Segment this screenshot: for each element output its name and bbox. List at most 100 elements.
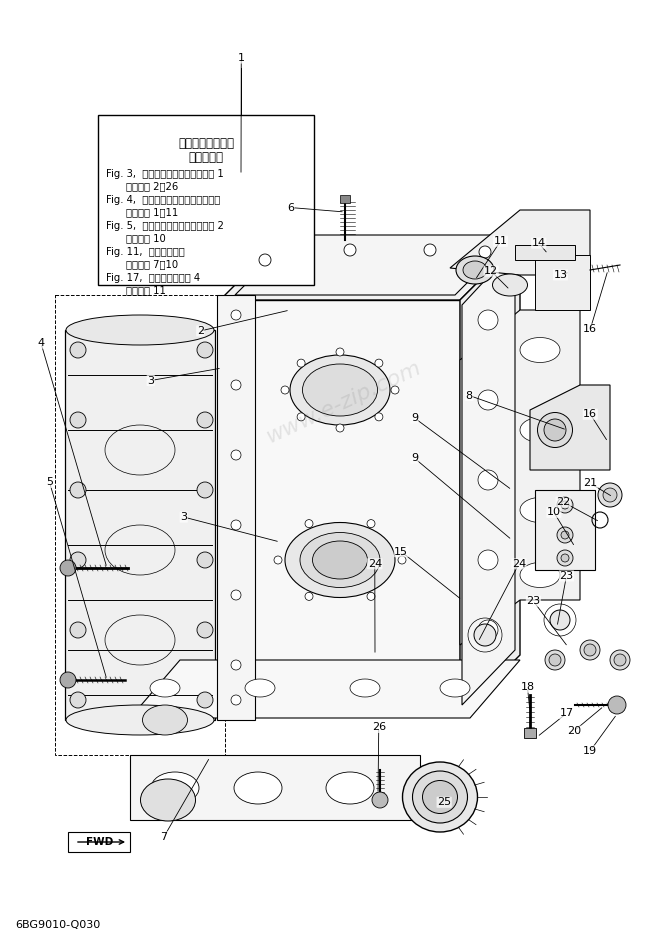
Text: 10: 10 [547, 508, 561, 517]
Text: 14: 14 [531, 238, 546, 248]
Circle shape [610, 650, 630, 670]
Text: Fig. 11,  オイルポンプ: Fig. 11, オイルポンプ [106, 247, 185, 257]
Text: Fig. 5,  シリンダ＆クランクケース 2: Fig. 5, シリンダ＆クランクケース 2 [106, 221, 224, 231]
Polygon shape [460, 240, 520, 715]
Text: 4: 4 [38, 338, 44, 348]
Bar [98, 115, 314, 285]
Text: 見出番号 2～26: 見出番号 2～26 [126, 181, 178, 191]
Ellipse shape [492, 274, 527, 296]
Ellipse shape [422, 781, 457, 813]
Circle shape [478, 310, 498, 330]
Circle shape [70, 412, 86, 428]
Circle shape [375, 359, 383, 367]
Text: 23: 23 [559, 571, 574, 581]
Text: アセンブリ: アセンブリ [188, 151, 223, 164]
Polygon shape [220, 240, 520, 300]
Circle shape [197, 412, 213, 428]
Polygon shape [217, 295, 255, 720]
Ellipse shape [285, 523, 395, 597]
Circle shape [424, 244, 436, 256]
Text: FWD: FWD [87, 837, 114, 847]
Circle shape [231, 520, 241, 530]
Text: Fig. 17,  エレクトリカル 4: Fig. 17, エレクトリカル 4 [106, 273, 200, 283]
Circle shape [398, 556, 406, 564]
Circle shape [580, 640, 600, 660]
Text: www.e-zip.com: www.e-zip.com [263, 357, 424, 447]
Ellipse shape [303, 364, 377, 416]
Text: 22: 22 [556, 497, 570, 507]
Circle shape [479, 246, 491, 258]
Polygon shape [535, 490, 595, 570]
Text: 5: 5 [46, 478, 53, 487]
Ellipse shape [150, 679, 180, 697]
Ellipse shape [520, 497, 560, 523]
Text: 3: 3 [180, 512, 187, 522]
Ellipse shape [234, 772, 282, 804]
Circle shape [281, 386, 289, 394]
Polygon shape [68, 832, 130, 852]
Ellipse shape [313, 541, 368, 579]
Ellipse shape [326, 772, 374, 804]
Circle shape [231, 590, 241, 600]
Text: 24: 24 [512, 559, 526, 568]
Text: 16: 16 [583, 324, 598, 334]
Text: 26: 26 [371, 723, 386, 732]
Circle shape [557, 550, 573, 566]
Circle shape [375, 413, 383, 421]
Circle shape [231, 660, 241, 670]
Circle shape [60, 672, 76, 688]
Text: 2: 2 [197, 326, 204, 336]
Polygon shape [65, 330, 215, 720]
Ellipse shape [412, 771, 467, 823]
Text: 8: 8 [466, 391, 473, 400]
Circle shape [550, 610, 570, 630]
Text: 見出番号 1～11: 見出番号 1～11 [126, 207, 178, 217]
Text: 6: 6 [288, 203, 294, 212]
Text: 13: 13 [553, 270, 568, 280]
Text: 見出番号 7～10: 見出番号 7～10 [126, 259, 178, 269]
Circle shape [478, 620, 498, 640]
Text: シリンダブロック: シリンダブロック [178, 137, 234, 150]
Circle shape [372, 792, 388, 808]
Text: 12: 12 [484, 266, 498, 276]
Text: 9: 9 [411, 413, 418, 423]
Circle shape [231, 695, 241, 705]
Ellipse shape [151, 772, 199, 804]
Circle shape [608, 696, 626, 714]
Bar [340, 195, 350, 203]
Text: 20: 20 [566, 726, 581, 736]
Polygon shape [460, 310, 580, 645]
Ellipse shape [544, 419, 566, 441]
Circle shape [305, 593, 313, 600]
Bar [524, 728, 536, 738]
Text: 23: 23 [526, 597, 541, 606]
Ellipse shape [440, 679, 470, 697]
Circle shape [391, 386, 399, 394]
Circle shape [231, 450, 241, 460]
Ellipse shape [300, 533, 380, 587]
Ellipse shape [290, 355, 390, 425]
Circle shape [197, 622, 213, 638]
Polygon shape [130, 755, 420, 820]
Circle shape [259, 254, 271, 266]
Text: 見出番号 11: 見出番号 11 [126, 285, 166, 295]
Ellipse shape [520, 563, 560, 587]
Text: 7: 7 [161, 832, 167, 842]
Ellipse shape [66, 705, 214, 735]
Text: 9: 9 [411, 453, 418, 463]
Circle shape [297, 359, 305, 367]
Polygon shape [235, 235, 515, 295]
Circle shape [70, 482, 86, 498]
Circle shape [603, 488, 617, 502]
Circle shape [549, 654, 561, 666]
Circle shape [614, 654, 626, 666]
Circle shape [367, 520, 375, 527]
Circle shape [561, 531, 569, 539]
Text: 19: 19 [583, 746, 598, 755]
Circle shape [297, 413, 305, 421]
Circle shape [336, 348, 344, 356]
Circle shape [561, 501, 569, 509]
Polygon shape [535, 255, 590, 310]
Text: 17: 17 [559, 709, 574, 718]
Ellipse shape [245, 679, 275, 697]
